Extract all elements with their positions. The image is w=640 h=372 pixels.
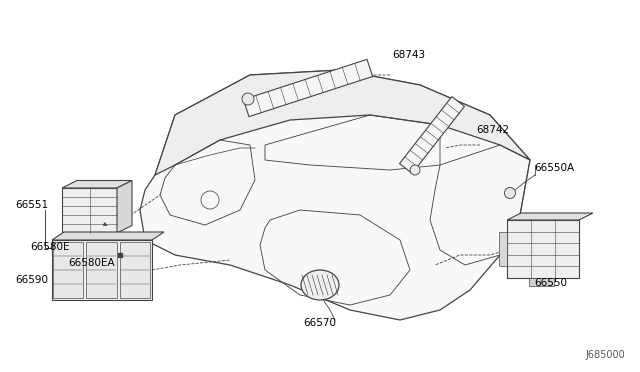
Text: 66551: 66551 bbox=[15, 200, 48, 210]
Text: 66550A: 66550A bbox=[534, 163, 574, 173]
Polygon shape bbox=[155, 70, 530, 175]
Polygon shape bbox=[52, 232, 164, 240]
Text: 66580EA: 66580EA bbox=[68, 258, 115, 268]
Text: 66550: 66550 bbox=[534, 278, 567, 288]
Polygon shape bbox=[507, 220, 579, 278]
Ellipse shape bbox=[301, 270, 339, 300]
Circle shape bbox=[410, 165, 420, 175]
Text: 68743: 68743 bbox=[392, 50, 425, 60]
Circle shape bbox=[504, 187, 515, 199]
Polygon shape bbox=[507, 213, 593, 220]
Polygon shape bbox=[140, 70, 530, 320]
Text: J685000: J685000 bbox=[585, 350, 625, 360]
Polygon shape bbox=[399, 97, 465, 173]
Polygon shape bbox=[243, 60, 372, 117]
Bar bbox=[72, 233, 94, 241]
Bar bbox=[120, 242, 150, 298]
Text: 66590: 66590 bbox=[15, 275, 48, 285]
Bar bbox=[86, 242, 116, 298]
Circle shape bbox=[242, 93, 254, 105]
Polygon shape bbox=[62, 188, 117, 233]
Bar bbox=[529, 278, 554, 286]
Text: 66570: 66570 bbox=[303, 318, 336, 328]
Text: 66580E: 66580E bbox=[30, 242, 70, 252]
Bar bbox=[52, 240, 152, 300]
Bar bbox=[499, 232, 507, 266]
Bar bbox=[53, 242, 83, 298]
Polygon shape bbox=[117, 180, 132, 233]
Text: 68742: 68742 bbox=[476, 125, 509, 135]
Polygon shape bbox=[62, 180, 132, 188]
